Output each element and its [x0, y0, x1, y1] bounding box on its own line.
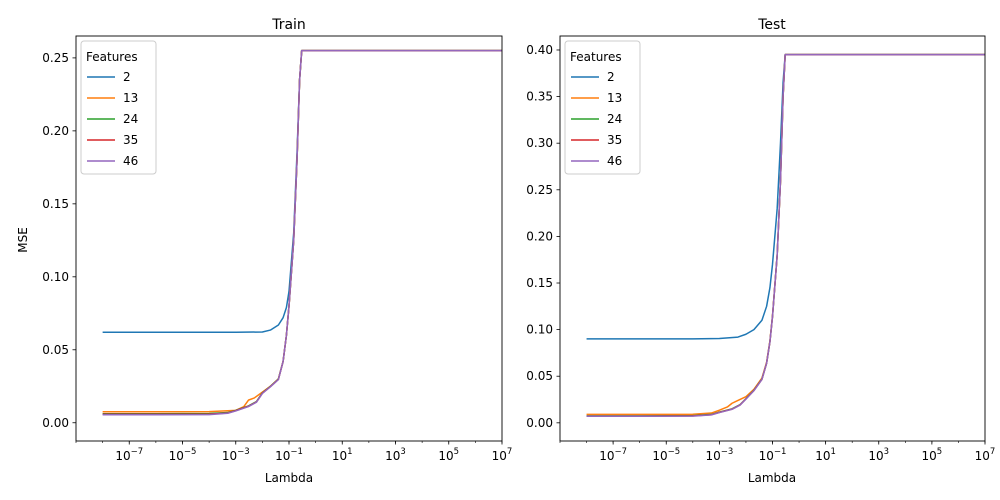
x-tick-label: 105 [438, 447, 459, 463]
y-tick-label: 0.25 [526, 183, 553, 197]
x-tick-label: 10−7 [599, 447, 627, 463]
legend-title: Features [86, 50, 138, 64]
legend-label: 2 [607, 70, 615, 84]
chart-title: Test [757, 17, 786, 33]
y-tick-label: 0.05 [526, 369, 553, 383]
legend-label: 13 [123, 91, 138, 105]
y-tick-label: 0.40 [526, 43, 553, 57]
x-tick-label: 101 [815, 447, 836, 463]
x-tick-label: 10−5 [652, 447, 680, 463]
x-tick-label: 103 [385, 447, 406, 463]
plot-frame [75, 35, 503, 442]
legend-label: 35 [607, 133, 622, 147]
legend-entries: 2 13 24 35 46 [87, 70, 138, 168]
legend-title: Features [570, 50, 622, 64]
legend: Features 2 13 24 35 46 [564, 40, 641, 175]
y-tick-label: 0.25 [42, 51, 69, 65]
legend-label: 46 [607, 154, 622, 168]
y-axis-label: MSE [16, 227, 30, 253]
y-tick-label: 0.00 [42, 416, 69, 430]
x-tick-label: 101 [332, 447, 353, 463]
chart-title: Train [271, 17, 306, 33]
y-tick-label: 0.10 [42, 270, 69, 284]
plot-frame [559, 35, 986, 442]
x-tick-label: 10−1 [759, 447, 787, 463]
y-tick-label: 0.05 [42, 343, 69, 357]
series-line-46 [102, 49, 502, 416]
x-tick-label: 107 [975, 447, 996, 463]
y-tick-label: 0.20 [526, 229, 553, 243]
y-tick-label: 0.15 [42, 197, 69, 211]
x-tick-label: 105 [922, 447, 943, 463]
legend-label: 24 [607, 112, 622, 126]
x-axis-label: Lambda [265, 471, 313, 485]
x-tick-label: 103 [868, 447, 889, 463]
legend-label: 13 [607, 91, 622, 105]
y-tick-label: 0.15 [526, 276, 553, 290]
legend-entries: 2 13 24 35 46 [571, 70, 622, 168]
x-tick-label: 10−3 [705, 447, 733, 463]
legend-label: 24 [123, 112, 138, 126]
y-tick-label: 0.30 [526, 136, 553, 150]
tick-layer: 10−7 10−5 10−3 10−1 101 103 105 107 0.00 0.05 0.10… [526, 43, 995, 463]
chart-test: Test Lambda 10−7 10−5 10−3 10−1 101 103 105 107… [526, 17, 995, 485]
tick-layer: 10−7 10−5 10−3 10−1 101 103 105 107 0.00 0.05 0.10… [42, 51, 512, 463]
series-layer [586, 53, 985, 418]
series-layer [102, 49, 502, 416]
x-tick-label: 10−1 [275, 447, 303, 463]
y-tick-label: 0.20 [42, 124, 69, 138]
x-axis-label: Lambda [748, 471, 796, 485]
y-tick-label: 0.35 [526, 90, 553, 104]
legend: Features 2 13 24 35 46 [80, 40, 157, 175]
y-tick-label: 0.10 [526, 323, 553, 337]
legend-label: 2 [123, 70, 131, 84]
x-tick-label: 107 [492, 447, 513, 463]
x-tick-label: 10−5 [169, 447, 197, 463]
legend-label: 35 [123, 133, 138, 147]
series-line-46 [586, 53, 985, 418]
y-tick-label: 0.00 [526, 416, 553, 430]
x-tick-label: 10−7 [115, 447, 143, 463]
legend-label: 46 [123, 154, 138, 168]
chart-train: Train MSE Lambda 10−7 10−5 10−3 10−1 101 103 1… [16, 17, 512, 485]
x-tick-label: 10−3 [222, 447, 250, 463]
